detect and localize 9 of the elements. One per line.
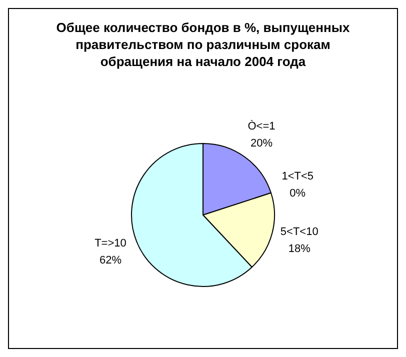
slice-label: T=>10 [94, 238, 126, 250]
data-label: 20% [250, 138, 273, 150]
data-label: 62% [99, 254, 122, 267]
data-label: 18% [288, 242, 311, 255]
category-label: 1<T<5 [282, 170, 314, 182]
slice-label: Ò<=1 [248, 120, 276, 133]
slice-label: 5<T<10 [280, 226, 318, 238]
chart-title: Общее количество бондов в %, выпущенных правительством по различным срокам обращения на начало 2004 года [55, 19, 351, 70]
text: 0% [290, 187, 306, 200]
